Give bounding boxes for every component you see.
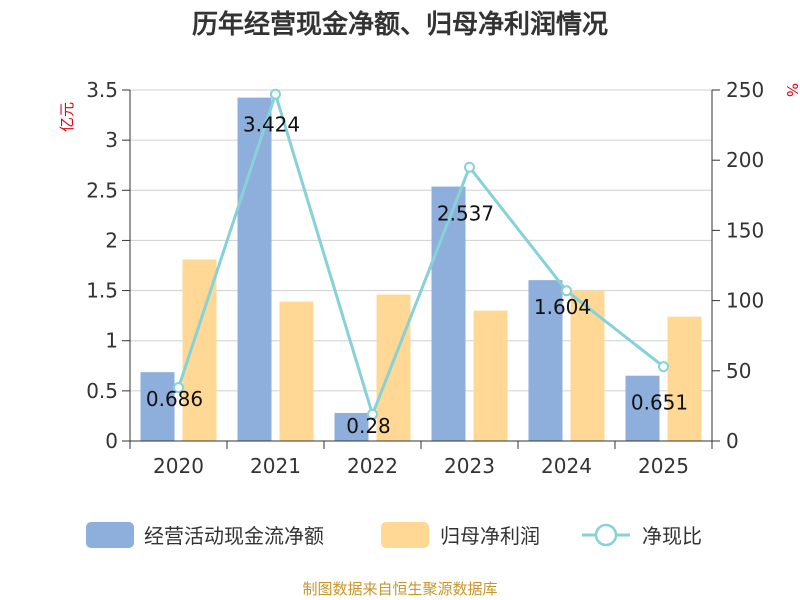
bar-cash xyxy=(625,375,660,441)
data-label-cash: 0.686 xyxy=(146,387,203,411)
right-tick-label: 150 xyxy=(726,218,764,242)
ratio-line-path xyxy=(177,89,665,419)
ratio-point xyxy=(270,88,281,100)
legend-swatch-profit xyxy=(381,522,429,548)
ratio-point xyxy=(367,408,378,420)
x-tick-label: 2021 xyxy=(250,454,301,478)
left-tick-label: 1 xyxy=(105,329,118,353)
bar-profit xyxy=(279,301,314,441)
bar-profit xyxy=(667,316,702,441)
data-label-cash: 1.604 xyxy=(534,295,591,319)
ratio-line xyxy=(173,88,669,420)
bar-cash xyxy=(334,412,369,441)
right-tick-label: 50 xyxy=(726,359,751,383)
left-tick-label: 0 xyxy=(105,429,118,453)
chart-title: 历年经营现金净额、归母净利润情况 xyxy=(192,9,608,40)
left-tick-label: 3 xyxy=(105,128,118,152)
ratio-point xyxy=(658,361,669,373)
left-tick-label: 3.5 xyxy=(86,78,118,102)
legend-label-cash: 经营活动现金流净额 xyxy=(144,524,324,548)
left-tick-label: 1.5 xyxy=(86,279,118,303)
legend: 经营活动现金流净额 归母净利润 净现比 xyxy=(86,522,702,548)
bar-profit xyxy=(376,294,411,441)
data-labels: 0.686 3.424 0.28 2.537 1.604 0.651 xyxy=(146,113,688,438)
legend-label-profit: 归母净利润 xyxy=(440,524,540,548)
data-label-cash: 3.424 xyxy=(243,113,300,137)
ratio-point xyxy=(561,285,572,297)
right-axis-unit: % xyxy=(783,83,800,97)
x-tick-label: 2020 xyxy=(153,454,204,478)
bar-cash xyxy=(237,97,272,442)
bars xyxy=(140,97,702,442)
right-tick-label: 100 xyxy=(726,289,764,313)
axes xyxy=(122,89,720,449)
data-label-cash: 0.651 xyxy=(631,391,688,415)
bar-cash xyxy=(431,186,466,441)
bar-cash xyxy=(528,280,563,441)
right-tick-label: 0 xyxy=(726,429,739,453)
bar-cash xyxy=(140,372,175,441)
x-tick-label: 2025 xyxy=(638,454,689,478)
ratio-point xyxy=(464,161,475,173)
legend-label-ratio: 净现比 xyxy=(642,524,702,548)
legend-swatch-cash xyxy=(86,522,134,548)
data-label-cash: 2.537 xyxy=(437,202,494,226)
x-tick-label: 2022 xyxy=(347,454,398,478)
x-tick-label: 2024 xyxy=(541,454,592,478)
tick-labels: 0 0.5 1 1.5 2 2.5 3 3.5 0 50 100 150 200 250 2020 2021 2… xyxy=(86,78,764,478)
source-note: 制图数据来自恒生聚源数据库 xyxy=(302,580,497,598)
gridlines xyxy=(130,89,712,392)
bar-profit xyxy=(473,310,508,441)
right-tick-label: 250 xyxy=(726,78,764,102)
left-axis-unit: 亿元 xyxy=(58,102,76,132)
data-label-cash: 0.28 xyxy=(346,414,391,438)
legend-swatch-ratio-marker xyxy=(594,523,618,547)
left-tick-label: 0.5 xyxy=(86,379,118,403)
left-tick-label: 2 xyxy=(105,228,118,252)
right-tick-label: 200 xyxy=(726,148,764,172)
x-tick-label: 2023 xyxy=(444,454,495,478)
ratio-point xyxy=(173,382,184,394)
left-tick-label: 2.5 xyxy=(86,178,118,202)
